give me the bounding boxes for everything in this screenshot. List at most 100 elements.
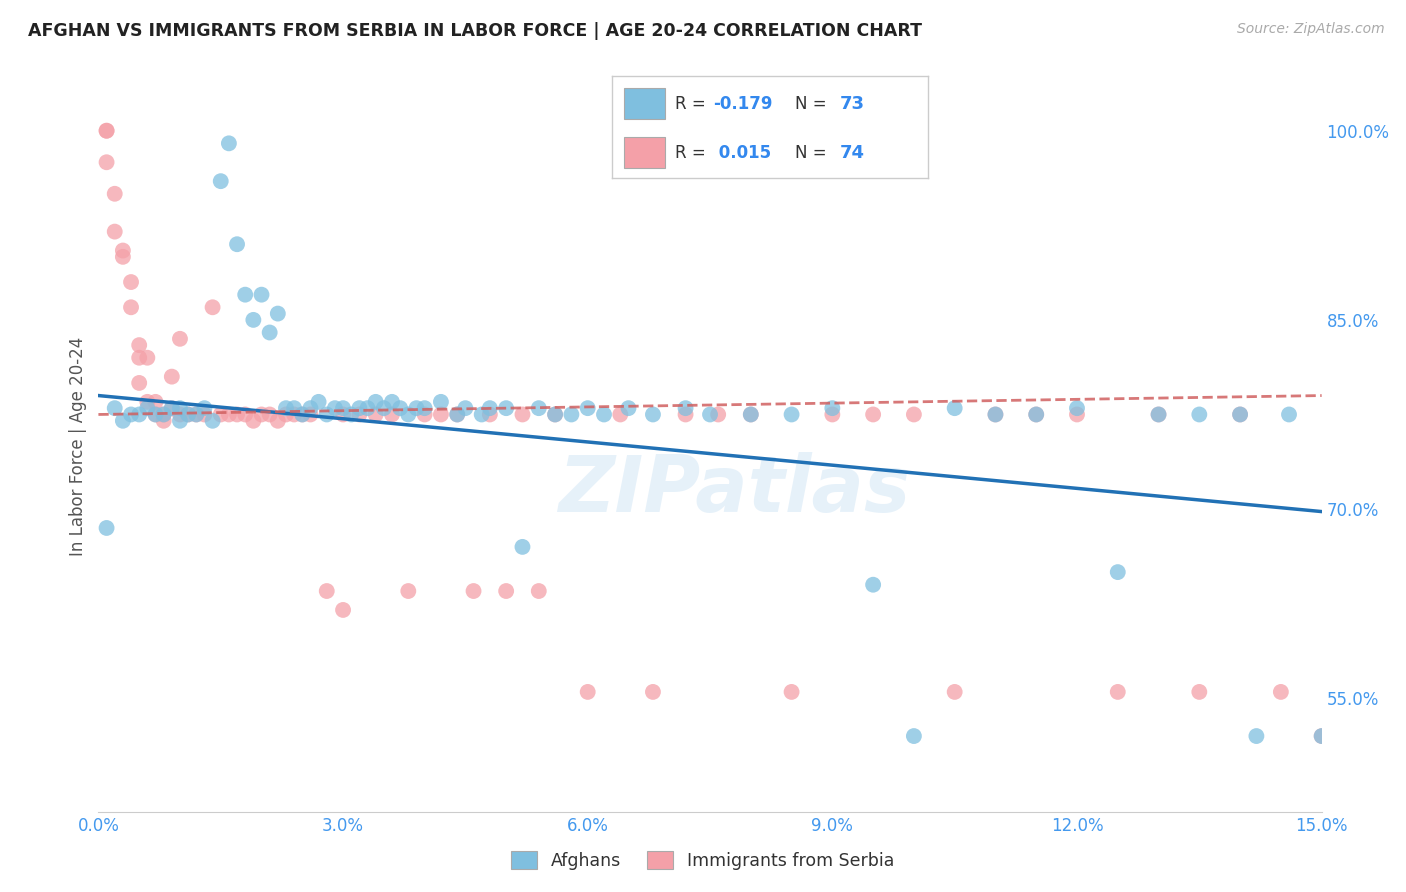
- Point: [396, 584, 419, 599]
- Point: [104, 225, 127, 239]
- Point: [1066, 401, 1088, 416]
- Point: [471, 408, 494, 422]
- Point: [111, 250, 134, 264]
- Point: [609, 408, 631, 422]
- Point: [193, 401, 215, 416]
- Point: [381, 395, 404, 409]
- Text: AFGHAN VS IMMIGRANTS FROM SERBIA IN LABOR FORCE | AGE 20-24 CORRELATION CHART: AFGHAN VS IMMIGRANTS FROM SERBIA IN LABO…: [28, 22, 922, 40]
- Point: [593, 408, 616, 422]
- Point: [315, 584, 337, 599]
- Point: [1310, 729, 1333, 743]
- Point: [169, 408, 191, 422]
- Point: [291, 408, 314, 422]
- Point: [186, 408, 208, 422]
- Point: [984, 408, 1007, 422]
- Point: [413, 401, 436, 416]
- Point: [299, 408, 322, 422]
- Point: [862, 408, 884, 422]
- Point: [96, 124, 118, 138]
- Point: [160, 369, 183, 384]
- Point: [201, 414, 224, 428]
- Point: [259, 326, 281, 340]
- Text: 73: 73: [839, 95, 865, 112]
- Point: [641, 408, 664, 422]
- Point: [430, 408, 453, 422]
- Point: [364, 395, 387, 409]
- Point: [111, 244, 134, 258]
- Point: [1147, 408, 1170, 422]
- Point: [1246, 729, 1268, 743]
- Point: [96, 521, 118, 535]
- Point: [1066, 408, 1088, 422]
- Point: [111, 414, 134, 428]
- Text: N =: N =: [796, 144, 832, 161]
- Point: [699, 408, 721, 422]
- Point: [364, 408, 387, 422]
- Point: [152, 408, 174, 422]
- Point: [356, 401, 378, 416]
- Point: [226, 408, 249, 422]
- Point: [740, 408, 762, 422]
- Point: [527, 401, 550, 416]
- Point: [544, 408, 567, 422]
- Point: [821, 408, 844, 422]
- Point: [446, 408, 468, 422]
- Point: [943, 685, 966, 699]
- FancyBboxPatch shape: [624, 137, 665, 168]
- Point: [128, 376, 150, 390]
- Point: [209, 408, 232, 422]
- Point: [104, 186, 127, 201]
- Text: R =: R =: [675, 144, 711, 161]
- Point: [136, 401, 159, 416]
- Point: [903, 408, 925, 422]
- Point: [1270, 685, 1292, 699]
- Point: [120, 275, 142, 289]
- Point: [120, 300, 142, 314]
- Point: [821, 401, 844, 416]
- Point: [454, 401, 477, 416]
- Point: [145, 395, 167, 409]
- Point: [120, 408, 142, 422]
- Point: [1229, 408, 1251, 422]
- Point: [349, 408, 371, 422]
- Point: [405, 401, 427, 416]
- Point: [259, 408, 281, 422]
- Text: N =: N =: [796, 95, 832, 112]
- Point: [340, 408, 363, 422]
- Point: [984, 408, 1007, 422]
- Point: [862, 578, 884, 592]
- Point: [463, 584, 485, 599]
- Point: [576, 685, 599, 699]
- Point: [740, 408, 762, 422]
- Point: [512, 540, 534, 554]
- Point: [96, 124, 118, 138]
- Point: [1278, 408, 1301, 422]
- Point: [283, 408, 305, 422]
- Point: [177, 408, 200, 422]
- Point: [1229, 408, 1251, 422]
- Point: [1025, 408, 1047, 422]
- Point: [675, 408, 697, 422]
- Text: ZIPatlas: ZIPatlas: [558, 452, 911, 528]
- Point: [413, 408, 436, 422]
- Point: [250, 287, 273, 301]
- Point: [495, 401, 517, 416]
- Point: [495, 584, 517, 599]
- Point: [152, 408, 174, 422]
- Point: [128, 338, 150, 352]
- Legend: Afghans, Immigrants from Serbia: Afghans, Immigrants from Serbia: [502, 843, 904, 879]
- Point: [193, 408, 215, 422]
- Point: [274, 408, 297, 422]
- Point: [283, 401, 305, 416]
- Point: [136, 395, 159, 409]
- Point: [576, 401, 599, 416]
- Point: [233, 408, 256, 422]
- Point: [104, 401, 127, 416]
- Point: [943, 401, 966, 416]
- Point: [707, 408, 730, 422]
- Point: [177, 408, 200, 422]
- Point: [145, 408, 167, 422]
- Point: [617, 401, 640, 416]
- Point: [389, 401, 412, 416]
- Text: Source: ZipAtlas.com: Source: ZipAtlas.com: [1237, 22, 1385, 37]
